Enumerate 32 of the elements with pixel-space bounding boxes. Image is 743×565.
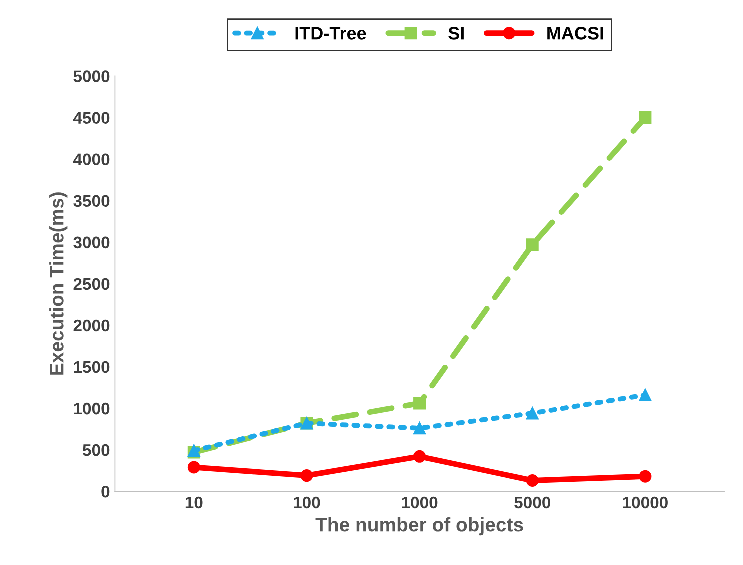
y-axis-title: Execution Time(ms) bbox=[50, 192, 68, 375]
y-tick-label: 1000 bbox=[74, 402, 110, 415]
point bbox=[526, 474, 539, 488]
y-tick-label: 3500 bbox=[74, 195, 110, 208]
y-tick-label: 500 bbox=[83, 444, 110, 456]
y-tick-label: 1500 bbox=[74, 361, 110, 374]
x-tick-label: 10000 bbox=[623, 496, 668, 509]
y-tick-label: 2000 bbox=[74, 320, 110, 332]
point bbox=[414, 450, 426, 463]
x-axis-title: The number of objects bbox=[316, 518, 524, 536]
y-tick-label: 2500 bbox=[74, 278, 110, 290]
point bbox=[639, 470, 652, 483]
legend-label: SI bbox=[448, 27, 464, 40]
x-tick-label: 10 bbox=[186, 496, 203, 509]
x-tick-label: 100 bbox=[294, 496, 320, 509]
x-tick-label: 5000 bbox=[514, 496, 550, 509]
y-tick-label: 3000 bbox=[74, 236, 110, 249]
point bbox=[639, 112, 652, 124]
y-tick-label: 4500 bbox=[73, 112, 110, 124]
point bbox=[639, 388, 652, 402]
y-tick-label: 4000 bbox=[73, 154, 110, 166]
point bbox=[526, 238, 539, 252]
point bbox=[414, 397, 426, 410]
point bbox=[526, 407, 539, 420]
legend-label: MACSI bbox=[548, 27, 604, 40]
y-tick-label: 0 bbox=[102, 486, 110, 498]
y-tick-label: 5000 bbox=[74, 70, 110, 82]
point bbox=[414, 422, 426, 435]
legend-label: ITD-Tree bbox=[296, 27, 366, 40]
x-tick-label: 1000 bbox=[402, 496, 438, 509]
point bbox=[300, 470, 314, 482]
point bbox=[188, 461, 200, 474]
